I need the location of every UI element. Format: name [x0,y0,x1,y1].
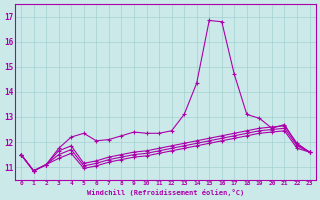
X-axis label: Windchill (Refroidissement éolien,°C): Windchill (Refroidissement éolien,°C) [87,189,244,196]
